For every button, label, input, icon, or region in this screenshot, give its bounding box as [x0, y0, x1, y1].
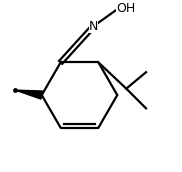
Text: N: N — [89, 20, 98, 33]
Text: OH: OH — [116, 2, 135, 15]
Polygon shape — [15, 90, 43, 99]
